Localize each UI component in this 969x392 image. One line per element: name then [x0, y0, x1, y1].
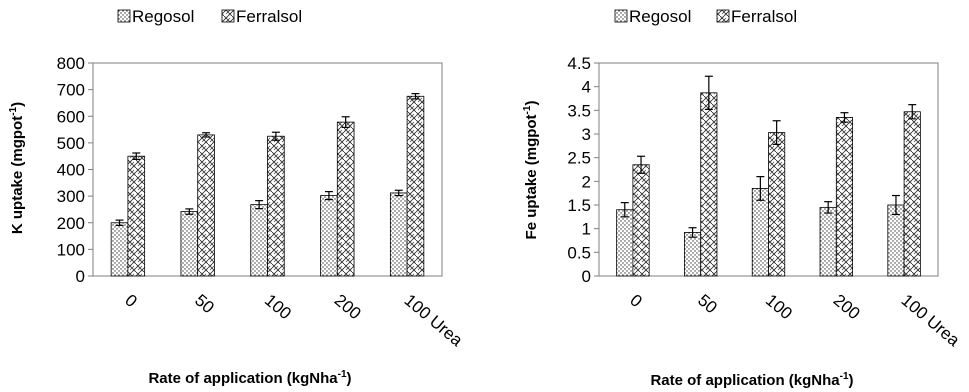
bar-regosol: [684, 232, 702, 277]
bar-ferralsol: [197, 134, 215, 277]
y-tick-label: 0: [582, 267, 591, 286]
bar-regosol: [819, 206, 837, 277]
y-tick-label: 200: [57, 214, 85, 233]
chart-k-uptake: Regosol Ferralsol 0100200300400500600700…: [8, 7, 467, 387]
x-tick-label: 100 Urea: [401, 291, 467, 351]
x-tick-label: 50: [694, 291, 721, 318]
x-tick-label: 0: [626, 291, 645, 312]
x-tick-label: 50: [191, 291, 218, 318]
bar-ferralsol: [903, 111, 921, 277]
y-tick-label: 4: [582, 78, 591, 97]
bar-ferralsol: [267, 135, 285, 277]
y-tick-label: 0: [76, 267, 85, 286]
x-tick-label: 0: [121, 291, 140, 312]
legend-label-regosol: Regosol: [132, 7, 194, 26]
y-tick-label: 600: [57, 107, 85, 126]
x-tick-label: 200: [331, 291, 365, 324]
legend-swatch-ferralsol: [716, 9, 730, 23]
y-tick-label: 800: [57, 54, 85, 73]
legend: Regosol Ferralsol: [117, 7, 302, 26]
y-axis-label: Fe uptake (mgpot-1): [522, 101, 540, 240]
plot-area: 0 0.5 1 1.5 2 2.5 3 3.5 4 4.5 0 50 100 200 100 Urea: [567, 54, 963, 350]
bar-regosol: [887, 204, 905, 277]
bar-regosol: [751, 188, 769, 277]
legend-swatch-ferralsol: [221, 9, 235, 23]
y-tick-label: 4.5: [567, 54, 591, 73]
x-axis-label: Rate of application (kgNha-1): [650, 371, 853, 389]
bar-ferralsol: [127, 155, 146, 277]
legend-swatch-regosol: [614, 9, 628, 23]
bar-regosol: [180, 211, 199, 277]
x-tick-label: 100: [762, 291, 796, 324]
y-tick-label: 400: [57, 161, 85, 180]
bar-regosol: [320, 195, 338, 277]
y-tick-label: 500: [57, 134, 85, 153]
x-tick-label: 200: [830, 291, 864, 324]
bar-ferralsol: [768, 132, 786, 277]
legend-label-ferralsol: Ferralsol: [731, 7, 797, 26]
y-tick-label: 100: [57, 240, 85, 259]
chart-fe-uptake: Regosol Ferralsol 0 0.5 1 1.5 2 2.5 3 3.5 4 4.5 0 5…: [522, 7, 964, 389]
legend-label-ferralsol: Ferralsol: [236, 7, 302, 26]
bar-regosol: [389, 192, 408, 277]
bar-ferralsol: [700, 92, 718, 277]
bar-regosol: [110, 222, 129, 277]
y-tick-label: 2: [582, 172, 591, 191]
y-tick-label: 300: [57, 187, 85, 206]
y-axis-label: K uptake (mgpot-1): [8, 102, 26, 234]
y-tick-label: 2.5: [567, 149, 591, 168]
x-tick-label: 100: [261, 291, 295, 324]
x-tick-label: 100 Urea: [898, 291, 964, 351]
y-tick-label: 1.5: [567, 196, 591, 215]
legend-label-regosol: Regosol: [629, 7, 691, 26]
y-tick-label: 0.5: [567, 243, 591, 262]
plot-area: 0 100 200 300 400 500 600 700 800 0 50 100 200 100 Ur…: [57, 54, 467, 350]
x-axis-label: Rate of application (kgNha-1): [148, 369, 351, 387]
legend-swatch-regosol: [117, 9, 131, 23]
bar-ferralsol: [632, 164, 650, 277]
bar-ferralsol: [336, 121, 355, 277]
y-tick-label: 1: [582, 220, 591, 239]
y-tick-label: 3.5: [567, 101, 591, 120]
bar-ferralsol: [835, 117, 853, 277]
bar-ferralsol: [406, 95, 425, 277]
bar-regosol: [616, 209, 634, 277]
legend: Regosol Ferralsol: [614, 7, 797, 26]
bar-regosol: [250, 204, 268, 277]
y-tick-label: 700: [57, 81, 85, 100]
y-tick-label: 3: [582, 125, 591, 144]
